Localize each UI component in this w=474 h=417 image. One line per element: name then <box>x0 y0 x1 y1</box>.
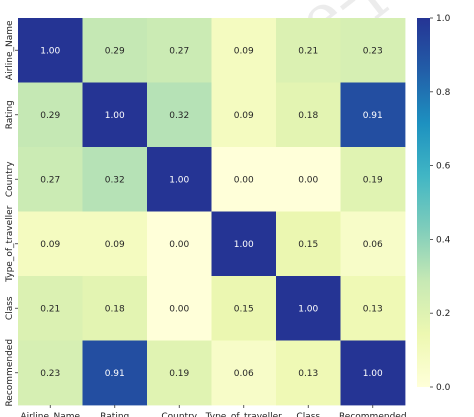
heatmap-cell <box>18 211 83 277</box>
cell-value-label: 0.91 <box>363 111 383 121</box>
heatmap-cell <box>147 18 212 83</box>
cell-value-label: 1.00 <box>105 111 125 121</box>
heatmap-cell <box>82 18 148 83</box>
heatmap-cell <box>211 147 277 212</box>
cell-value-label: 0.09 <box>105 240 125 250</box>
heatmap-cell <box>276 211 341 277</box>
cell-value-label: 1.00 <box>169 175 189 185</box>
heatmap-cell <box>211 82 277 148</box>
y-tick-label: Country <box>5 161 15 197</box>
heatmap-cell <box>18 340 83 406</box>
heatmap-cell <box>211 18 277 83</box>
heatmap-cell <box>147 340 212 406</box>
x-tick-label: Country <box>161 412 197 417</box>
x-tick-label: Type_of_traveller <box>205 412 282 417</box>
colorbar: 0.0 0.2 0.4 0.6 0.8 1.0 <box>417 14 451 393</box>
y-tick-label: Airline_Name <box>5 20 15 80</box>
y-axis: Airline_Name Rating Country Type_of_travell… <box>5 20 18 407</box>
colorbar-tick-label: 0.4 <box>436 235 451 245</box>
heatmap-cell <box>18 82 83 148</box>
heatmap-cell <box>211 340 277 406</box>
heatmap-cell <box>147 82 212 148</box>
heatmap-cell <box>82 340 148 406</box>
cell-value-label: 0.21 <box>298 46 318 56</box>
colorbar-tick-label: 0.6 <box>436 162 451 172</box>
cell-value-label: 0.32 <box>105 175 125 185</box>
x-tick-label: Rating <box>100 412 129 417</box>
heatmap-cell <box>147 211 212 277</box>
cell-value-label: 0.29 <box>105 46 125 56</box>
cell-value-label: 0.18 <box>105 304 125 314</box>
cell-value-label: 0.23 <box>363 46 383 56</box>
cell-value-label: 0.09 <box>40 240 60 250</box>
cell-value-label: 1.00 <box>363 369 383 379</box>
cell-value-label: 0.21 <box>40 304 60 314</box>
heatmap-cell <box>340 340 406 406</box>
cell-value-label: 0.27 <box>169 46 189 56</box>
cell-value-label: 0.32 <box>169 111 189 121</box>
cell-value-label: 1.00 <box>298 304 318 314</box>
colorbar-tick-label: 1.0 <box>436 14 451 24</box>
heatmap-cell <box>82 211 148 277</box>
cell-value-label: 0.19 <box>169 369 189 379</box>
heatmap-cell <box>340 18 406 83</box>
heatmap-cell <box>147 147 212 212</box>
cell-value-label: 0.00 <box>169 304 189 314</box>
cell-value-label: 0.91 <box>105 369 125 379</box>
cell-value-label: 0.29 <box>40 111 60 121</box>
colorbar-tick-label: 0.8 <box>436 88 451 98</box>
cell-value-label: 0.19 <box>363 175 383 185</box>
heatmap-cell <box>340 276 406 341</box>
x-tick-label: Class <box>296 412 320 417</box>
heatmap-cell <box>340 211 406 277</box>
colorbar-tick-label: 0.0 <box>436 383 451 393</box>
cell-value-label: 0.18 <box>298 111 318 121</box>
cell-value-label: 0.13 <box>363 304 383 314</box>
cell-value-label: 0.06 <box>363 240 383 250</box>
cell-value-label: 0.15 <box>298 240 318 250</box>
cell-value-label: 0.13 <box>298 369 318 379</box>
x-tick-label: Airline_Name <box>20 412 80 417</box>
colorbar-tick-label: 0.2 <box>436 309 450 319</box>
cell-value-label: 0.00 <box>169 240 189 250</box>
cell-value-label: 0.09 <box>234 111 254 121</box>
colorbar-gradient <box>417 18 430 387</box>
y-tick-label: Class <box>5 296 15 320</box>
heatmap-cell <box>18 18 83 83</box>
cell-value-label: 0.27 <box>40 175 60 185</box>
heatmap-cell <box>82 82 148 148</box>
y-tick-label: Type_of_traveller <box>5 205 15 282</box>
x-tick-label: Recommended <box>339 412 407 417</box>
heatmap-cell <box>276 276 341 341</box>
cell-value-label: 0.06 <box>234 369 254 379</box>
cell-value-label: 0.00 <box>298 175 318 185</box>
heatmap-cell <box>276 147 341 212</box>
heatmap-cell <box>276 82 341 148</box>
y-tick-label: Recommended <box>5 339 15 407</box>
heatmap-cell <box>82 276 148 341</box>
cell-value-label: 1.00 <box>234 240 254 250</box>
heatmap-cell <box>18 276 83 341</box>
heatmap-cell <box>276 18 341 83</box>
heatmap-cell <box>276 340 341 406</box>
cell-value-label: 0.23 <box>40 369 60 379</box>
cell-value-label: 0.00 <box>234 175 254 185</box>
heatmap-cell <box>340 82 406 148</box>
heatmap-cell <box>340 147 406 212</box>
cell-value-label: 0.09 <box>234 46 254 56</box>
heatmap-cell <box>211 211 277 277</box>
heatmap-cell <box>211 276 277 341</box>
heatmap-cells: 1.00 0.29 0.27 0.09 0.21 0.23 0.29 1.00 0.32 0.09… <box>18 18 406 406</box>
heatmap-cell <box>18 147 83 212</box>
cell-value-label: 0.15 <box>234 304 254 314</box>
x-axis: Airline_Name Rating Country Type_of_travell… <box>20 405 407 417</box>
heatmap-cell <box>82 147 148 212</box>
cell-value-label: 1.00 <box>40 46 60 56</box>
heatmap-cell <box>147 276 212 341</box>
y-tick-label: Rating <box>5 100 15 129</box>
